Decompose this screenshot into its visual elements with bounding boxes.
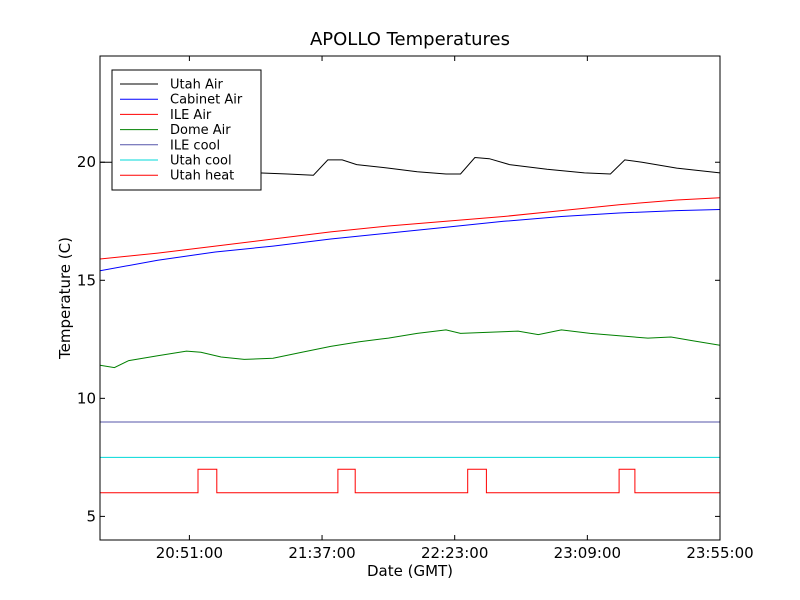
legend-label: Utah cool: [170, 154, 232, 169]
plot-area: 20:51:00 21:37:00 22:23:00 23:09:00 23:55:00…: [77, 55, 754, 562]
y-axis-label: Temperature (C): [56, 237, 74, 360]
legend-label: ILE cool: [170, 138, 220, 153]
x-tick-label: 23:55:00: [686, 544, 753, 562]
series-line-cabinet-air: [100, 209, 720, 272]
series-line-ile-air: [100, 197, 720, 260]
chart-title: APOLLO Temperatures: [310, 29, 510, 50]
legend-label: ILE Air: [170, 108, 212, 123]
x-tick-label: 20:51:00: [156, 544, 223, 562]
y-tick-label: 20: [77, 153, 96, 171]
ticks-group: 20:51:00 21:37:00 22:23:00 23:09:00 23:55:00…: [77, 56, 754, 562]
y-tick-label: 10: [77, 389, 96, 407]
plot-frame: [99, 55, 721, 541]
legend-label: Dome Air: [170, 123, 231, 138]
y-tick-label: 15: [77, 271, 96, 289]
x-tick-label: 23:09:00: [554, 544, 621, 562]
legend-label: Cabinet Air: [170, 93, 243, 108]
series-line-utah-heat: [100, 468, 720, 494]
legend-label: Utah Air: [170, 78, 223, 93]
series-line-dome-air: [100, 329, 720, 369]
y-tick-label: 5: [86, 507, 96, 525]
legend-label: Utah heat: [170, 169, 234, 184]
x-axis-label: Date (GMT): [367, 562, 453, 580]
x-tick-label: 21:37:00: [288, 544, 355, 562]
x-tick-label: 22:23:00: [421, 544, 488, 562]
